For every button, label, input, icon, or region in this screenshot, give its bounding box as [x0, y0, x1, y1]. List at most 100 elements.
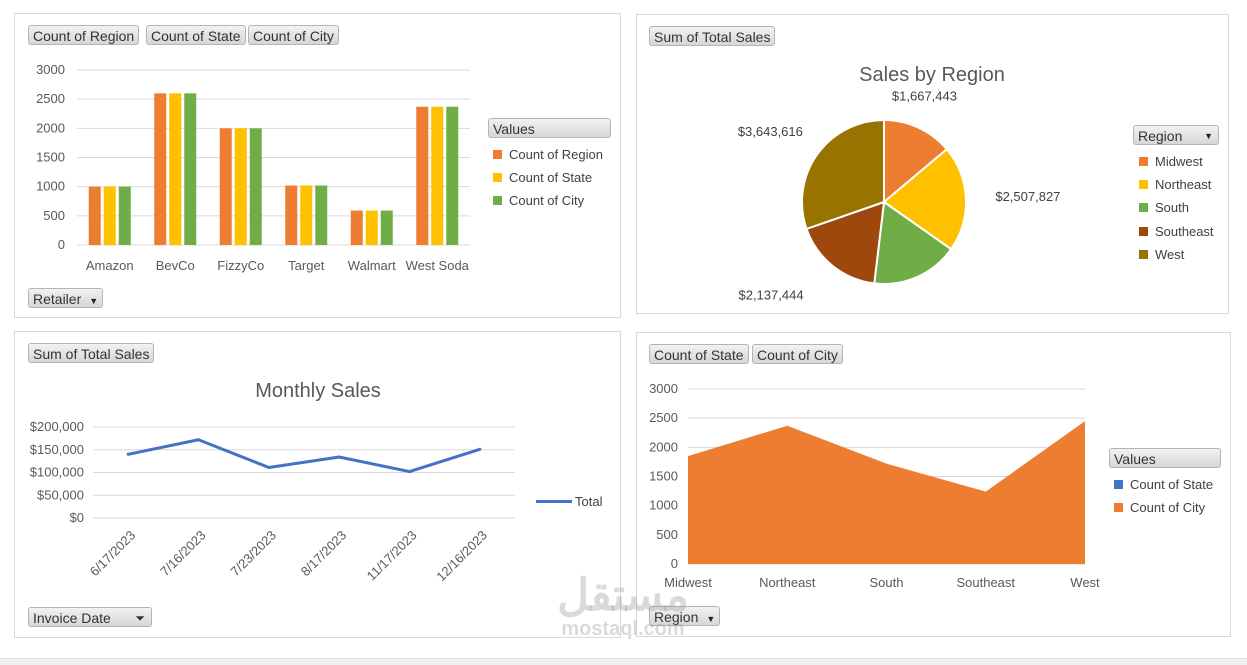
- axis-field-button-invoice-date[interactable]: Invoice Date ⏷: [28, 607, 152, 627]
- legend-region-header[interactable]: Region ▼: [1133, 125, 1219, 145]
- region-area-chart-panel: Count of State Count of City 0 500 1000 150…: [636, 332, 1231, 637]
- area-chart: 0 500 1000 1500 2000 2500 3000 Midwest Northeast…: [649, 381, 1100, 590]
- bar-count-of-city: [446, 106, 459, 245]
- pie-slice-midwest: [883, 118, 949, 205]
- x-tick-label: South: [870, 575, 904, 590]
- bar-count-of-state: [365, 210, 378, 245]
- y-tick-label: 1500: [649, 469, 678, 484]
- y-tick-label: $100,000: [30, 465, 84, 480]
- data-point: [197, 438, 200, 442]
- field-button-count-of-city[interactable]: Count of City: [248, 25, 339, 45]
- pie-slice-northeast: [882, 147, 967, 251]
- legend-item-total: Total: [536, 494, 602, 509]
- data-label: $2,137,444: [738, 288, 803, 303]
- retailer-bar-chart-panel: Count of Region Count of State Count of …: [14, 13, 621, 318]
- x-tick-label: West: [1070, 575, 1100, 590]
- monthly-sales-line-panel: Sum of Total Sales Monthly Sales $0 $50,00…: [14, 331, 621, 638]
- legend-swatch: [493, 196, 502, 205]
- field-button-count-of-state[interactable]: Count of State: [146, 25, 246, 45]
- button-label: Retailer: [33, 291, 82, 307]
- x-tick-label: 11/17/2023: [364, 528, 420, 584]
- legend-swatch: [493, 173, 502, 182]
- bar-count-of-region: [154, 93, 167, 245]
- status-strip: [0, 658, 1247, 665]
- x-tick-label: Target: [288, 258, 325, 273]
- axis-field-button-region[interactable]: Region ▼: [649, 606, 721, 626]
- x-tick-label: 12/16/2023: [433, 528, 490, 585]
- legend-label: Count of City: [509, 193, 585, 208]
- legend-label: Northeast: [1155, 177, 1212, 192]
- y-tick-label: $0: [70, 510, 84, 525]
- filter-icon: ⏷: [135, 611, 145, 625]
- bar-chart: 0 500 1000 1500 2000 2500 3000 Amazon BevCo Fizzy…: [36, 62, 470, 273]
- data-point: [126, 452, 130, 456]
- legend-item-south: South: [1139, 200, 1189, 215]
- area-count-of-city: [688, 421, 1085, 564]
- legend-label: Count of State: [509, 170, 593, 185]
- field-button-count-of-state[interactable]: Count of State: [649, 344, 749, 364]
- field-button-count-of-region[interactable]: Count of Region: [28, 25, 140, 45]
- bar-count-of-state: [169, 93, 182, 245]
- field-button-sum-of-total-sales[interactable]: Sum of Total Sales: [649, 26, 776, 46]
- legend-item-midwest: Midwest: [1139, 154, 1203, 169]
- bar-count-of-state: [234, 128, 247, 245]
- legend-item-count-of-city: Count of City: [493, 193, 584, 208]
- pie-slice-west: [801, 118, 885, 231]
- data-label: $3,643,616: [738, 124, 803, 139]
- y-tick-label: $50,000: [37, 487, 84, 502]
- y-tick-label: 3000: [36, 62, 65, 77]
- bar-count-of-city: [315, 185, 328, 245]
- legend-label: Count of City: [1130, 500, 1206, 515]
- x-tick-label: 6/17/2023: [87, 528, 139, 580]
- legend-label: Midwest: [1155, 154, 1203, 169]
- legend-label: Total: [575, 494, 603, 509]
- bar-count-of-city: [118, 186, 131, 245]
- bar-count-of-city: [249, 128, 262, 245]
- legend-label: West: [1155, 247, 1185, 262]
- y-tick-label: 2000: [36, 120, 65, 135]
- legend-label: Southeast: [1155, 224, 1214, 239]
- legend-swatch: [493, 150, 502, 159]
- y-tick-label: 1000: [36, 179, 65, 194]
- legend-item-count-of-state: Count of State: [493, 170, 592, 185]
- legend-label: South: [1155, 200, 1189, 215]
- field-button-sum-of-total-sales[interactable]: Sum of Total Sales: [28, 343, 155, 363]
- bar-count-of-region: [285, 185, 298, 245]
- x-tick-label: 7/23/2023: [227, 528, 279, 580]
- sales-by-region-pie-panel: Sum of Total Sales Sales by Region $1,667…: [636, 14, 1229, 314]
- data-point: [267, 465, 271, 469]
- dropdown-arrow-icon: ▼: [706, 614, 716, 624]
- bar-count-of-city: [380, 210, 393, 245]
- legend-item-northeast: Northeast: [1139, 177, 1211, 192]
- legend-values-header[interactable]: Values: [1109, 448, 1221, 468]
- x-tick-label: Walmart: [348, 258, 396, 273]
- pie-slice-south: [873, 200, 953, 285]
- y-tick-label: 0: [671, 556, 678, 571]
- y-tick-label: $150,000: [30, 442, 84, 457]
- legend-item-west: West: [1139, 247, 1184, 262]
- data-point: [408, 470, 411, 474]
- bar-count-of-region: [219, 128, 232, 245]
- button-label: Region: [1138, 128, 1183, 144]
- legend-swatch: [1139, 157, 1148, 166]
- x-tick-label: Southeast: [956, 575, 1015, 590]
- legend-label: Count of State: [1130, 477, 1214, 492]
- legend-values-header[interactable]: Values: [488, 118, 611, 138]
- y-tick-label: 500: [656, 527, 678, 542]
- legend-swatch: [1139, 227, 1148, 236]
- field-button-count-of-city[interactable]: Count of City: [752, 344, 843, 364]
- axis-field-button-retailer[interactable]: Retailer ▼: [28, 288, 104, 308]
- legend-item-count-of-state: Count of State: [1114, 477, 1213, 492]
- line-chart: Monthly Sales $0 $50,000 $100,000 $150,000 $2…: [30, 380, 515, 585]
- x-tick-label: Northeast: [759, 575, 816, 590]
- chart-title: Monthly Sales: [255, 380, 381, 402]
- data-label: $2,060,336: [890, 302, 955, 305]
- x-tick-label: 7/16/2023: [157, 528, 209, 580]
- data-point: [337, 455, 341, 459]
- y-tick-label: 0: [58, 237, 65, 252]
- data-label: $1,667,443: [892, 88, 957, 103]
- data-label: $2,507,827: [995, 189, 1060, 204]
- bar-count-of-state: [103, 186, 116, 245]
- legend-item-southeast: Southeast: [1139, 224, 1214, 239]
- legend-item-count-of-region: Count of Region: [493, 147, 603, 162]
